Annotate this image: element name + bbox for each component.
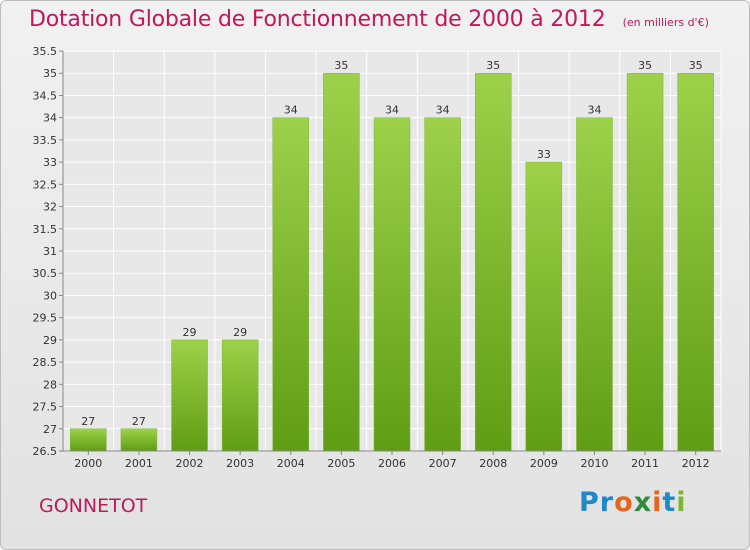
title-row: Dotation Globale de Fonctionnement de 20… [29,7,709,32]
data-label: 35 [689,59,703,72]
y-tick-label: 28.5 [33,356,58,369]
x-tick-label: 2009 [530,457,558,470]
commune-name: GONNETOT [39,495,148,517]
axis-layer: 26.5 27 27.5 28 28.5 29 29.5 30 30.5 31 31.5 32 32.5… [33,45,721,470]
y-tick-label: 32 [43,201,57,214]
x-tick-label: 2001 [125,457,153,470]
bar [323,72,360,452]
logo-letter: x [633,487,653,518]
data-label: 29 [233,326,247,339]
y-tick-label: 35.5 [33,45,58,58]
y-tick-label: 30 [43,289,57,302]
y-tick-label: 27.5 [33,401,58,414]
x-tick-label: 2011 [631,457,659,470]
x-tick-label: 2006 [378,457,406,470]
x-tick-label: 2000 [74,457,102,470]
bar-layer: 27 27 29 29 34 35 34 34 35 33 34 35 35 [70,59,714,452]
y-tick-label: 34.5 [33,89,58,102]
bar [525,161,563,452]
data-label: 34 [587,104,601,117]
data-label: 34 [385,104,399,117]
logo-letter: t [662,487,677,518]
bar [677,72,714,452]
bar [373,117,411,452]
y-tick-label: 31 [43,245,57,258]
y-tick-label: 29 [43,334,57,347]
logo-letter: i [676,487,687,518]
bar [171,339,208,452]
data-label: 34 [284,104,298,117]
bar [120,428,158,452]
y-tick-label: 26.5 [33,445,58,458]
bar [221,339,259,452]
logo-letter: o [614,487,634,518]
bar [576,117,613,452]
x-tick-label: 2008 [479,457,507,470]
data-label: 35 [638,59,652,72]
x-tick-label: 2002 [176,457,204,470]
x-tick-label: 2012 [682,457,710,470]
y-tick-label: 33 [43,156,57,169]
y-tick-label: 28 [43,378,57,391]
data-label: 29 [183,326,197,339]
y-tick-label: 35 [43,67,57,80]
logo-letter: r [599,487,615,518]
bar [626,72,664,452]
bar [474,72,512,452]
y-tick-label: 31.5 [33,223,58,236]
x-tick-label: 2005 [327,457,355,470]
y-tick-label: 34 [43,112,57,125]
bar [70,428,107,452]
y-tick-label: 29.5 [33,312,58,325]
data-label: 35 [334,59,348,72]
y-tick-label: 27 [43,423,57,436]
x-tick-label: 2004 [277,457,305,470]
data-label: 27 [132,415,146,428]
bar [272,117,310,452]
bar [424,117,461,452]
data-label: 34 [436,104,450,117]
data-label: 35 [486,59,500,72]
chart-unit: (en milliers d'€) [622,16,709,29]
y-tick-label: 30.5 [33,267,58,280]
proxiti-logo[interactable]: Proxiti [579,487,687,518]
x-tick-label: 2010 [580,457,608,470]
y-tick-label: 33.5 [33,134,58,147]
logo-letter: i [652,487,663,518]
x-tick-label: 2003 [226,457,254,470]
x-tick-label: 2007 [429,457,457,470]
logo-letter: P [579,487,600,518]
chart-title: Dotation Globale de Fonctionnement de 20… [29,7,606,32]
y-tick-label: 32.5 [33,178,58,191]
data-label: 27 [81,415,95,428]
data-label: 33 [537,148,551,161]
